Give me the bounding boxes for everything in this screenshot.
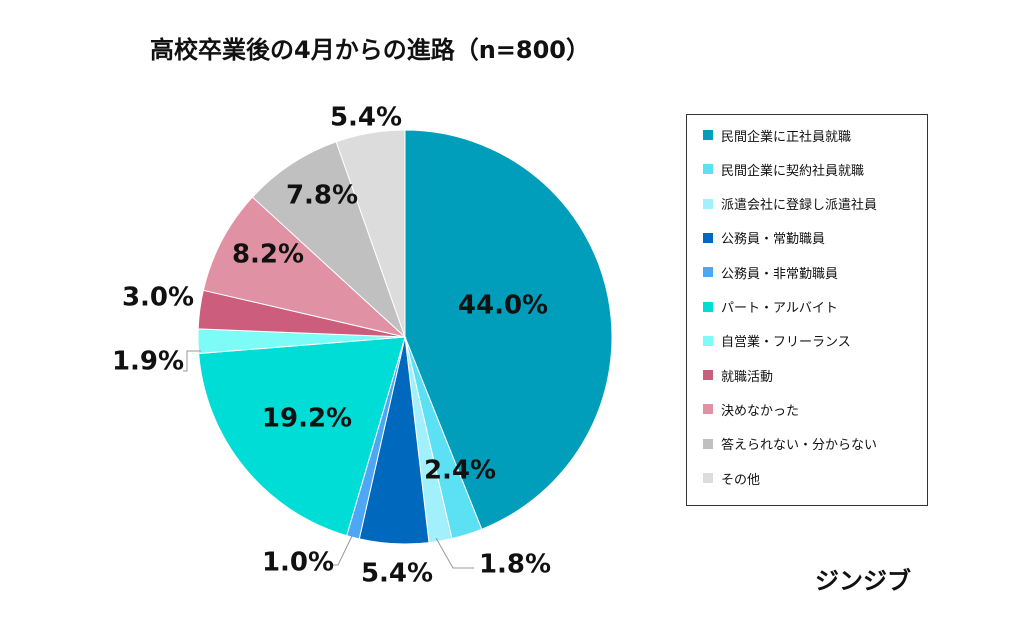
legend-label: 答えられない・分からない xyxy=(721,438,878,454)
legend-swatch xyxy=(703,198,713,209)
data-label-2: 2.4% xyxy=(424,456,496,486)
legend-label: 民間企業に契約社員就職 xyxy=(721,163,865,179)
data-label-1: 44.0% xyxy=(458,291,548,321)
legend-label: 派遣会社に登録し派遣社員 xyxy=(721,198,878,214)
legend-item: 公務員・常勤職員 xyxy=(703,228,825,248)
legend-swatch xyxy=(703,438,713,449)
data-label-7: 1.9% xyxy=(112,347,184,377)
legend-item: 公務員・非常勤職員 xyxy=(703,262,838,282)
legend-item: 就職活動 xyxy=(703,365,773,385)
pie-slice-1 xyxy=(404,129,613,530)
data-label-9: 8.2% xyxy=(232,240,304,270)
legend-item: 自営業・フリーランス xyxy=(703,331,851,351)
legend-swatch xyxy=(703,232,713,243)
legend-swatch xyxy=(703,404,713,415)
data-label-10: 7.8% xyxy=(286,181,358,211)
legend-item: 民間企業に正社員就職 xyxy=(703,125,851,145)
leader-line-7 xyxy=(183,350,201,372)
legend-item: パート・アルバイト xyxy=(703,297,838,317)
legend-item: 答えられない・分からない xyxy=(703,434,877,454)
legend-item: その他 xyxy=(703,468,760,488)
legend-swatch xyxy=(703,473,713,483)
data-label-4: 5.4% xyxy=(361,559,433,589)
legend-label: その他 xyxy=(721,472,761,488)
pie-slice-6 xyxy=(198,336,406,537)
pie-slice-9 xyxy=(202,196,407,338)
leader-line-3 xyxy=(435,537,474,569)
data-label-3: 1.8% xyxy=(479,550,551,580)
legend-swatch xyxy=(703,130,713,140)
brand-logo: ジンジブ xyxy=(815,567,911,595)
legend-item: 派遣会社に登録し派遣社員 xyxy=(703,194,877,214)
legend-label: 民間企業に正社員就職 xyxy=(721,129,852,145)
legend-item: 決めなかった xyxy=(703,399,799,419)
leader-line-5 xyxy=(331,535,353,566)
data-label-11: 5.4% xyxy=(330,103,402,133)
legend-label: 決めなかった xyxy=(721,403,800,419)
chart-title: 高校卒業後の4月からの進路（n=800） xyxy=(150,36,590,64)
pie-slice-10 xyxy=(251,141,406,338)
legend-swatch xyxy=(703,370,713,381)
legend-swatch xyxy=(703,335,713,346)
legend-label: パート・アルバイト xyxy=(721,301,838,316)
legend-label: 自営業・フリーランス xyxy=(721,335,851,351)
data-label-8: 3.0% xyxy=(122,283,194,313)
data-label-5: 1.0% xyxy=(262,548,334,578)
pie-slice-11 xyxy=(335,129,406,338)
legend-label: 就職活動 xyxy=(721,369,774,385)
legend-swatch xyxy=(703,164,713,175)
legend-item: 民間企業に契約社員就職 xyxy=(703,159,864,179)
legend-label: 公務員・非常勤職員 xyxy=(721,266,839,282)
legend-swatch xyxy=(703,301,713,312)
legend-label: 公務員・常勤職員 xyxy=(721,232,826,248)
legend-swatch xyxy=(703,267,713,278)
data-label-6: 19.2% xyxy=(262,404,352,434)
legend: 民間企業に正社員就職 民間企業に契約社員就職 派遣会社に登録し派遣社員 公務員・常勤職… xyxy=(686,114,928,506)
